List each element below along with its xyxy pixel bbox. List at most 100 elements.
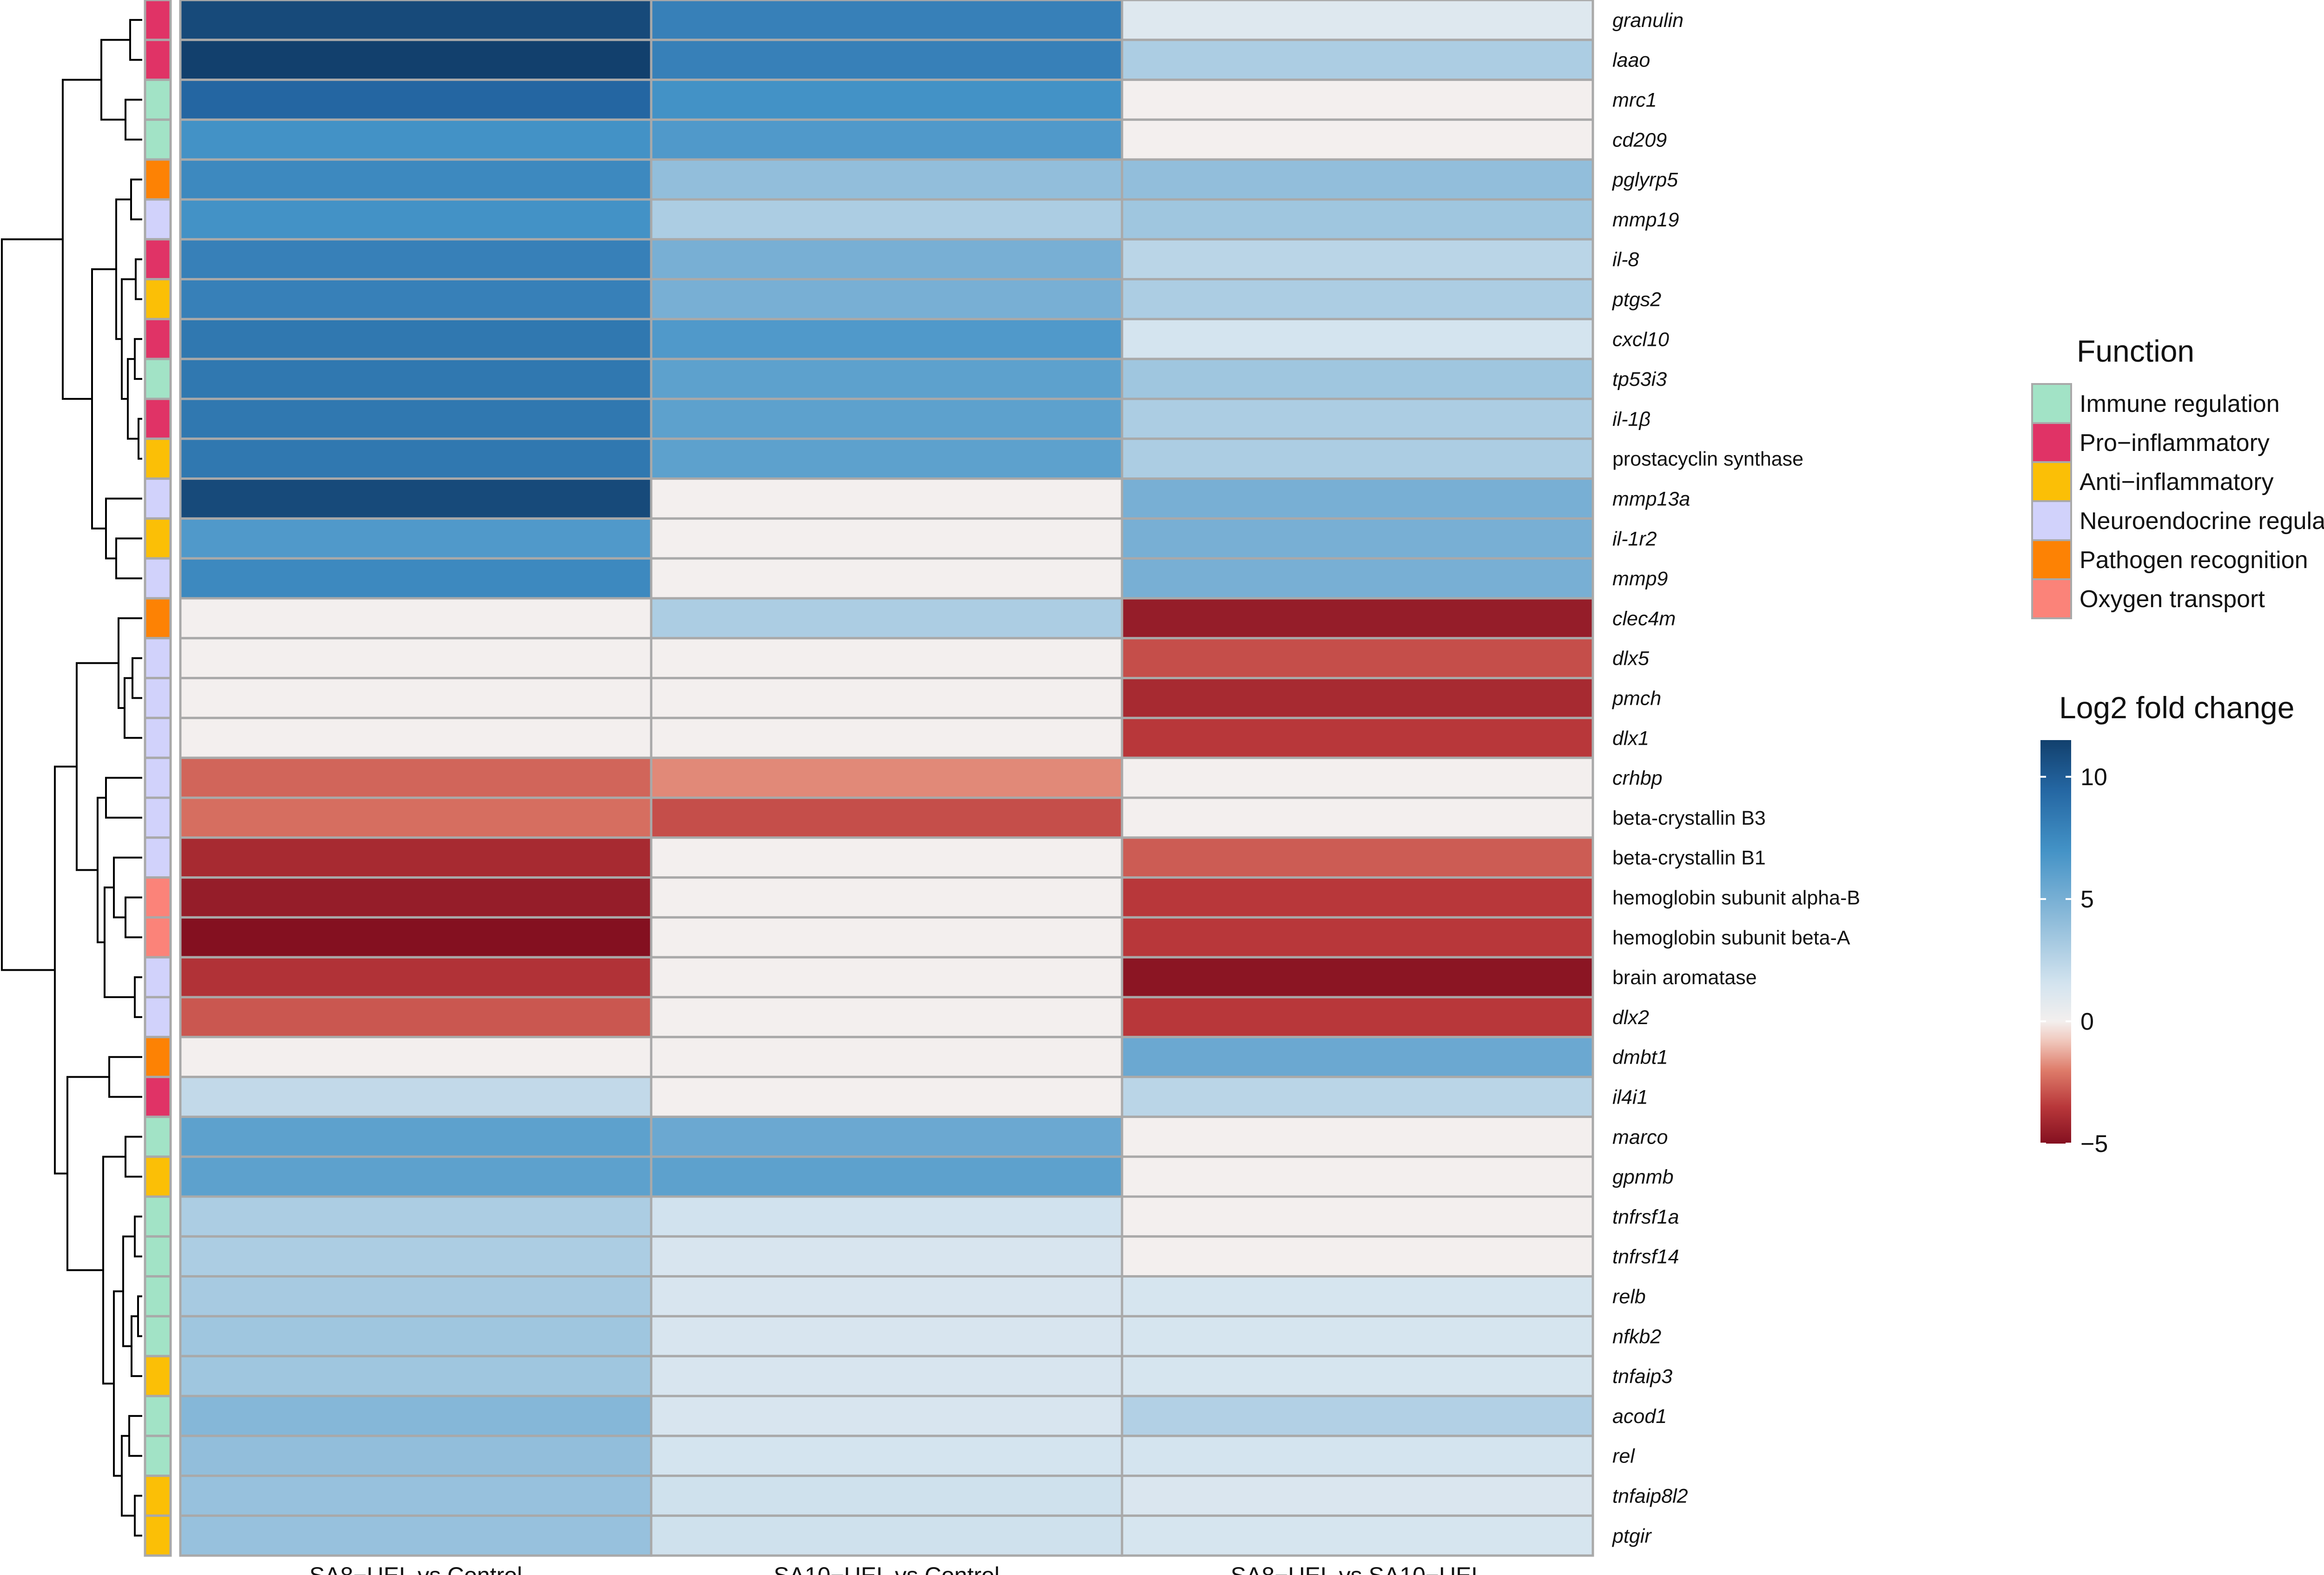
gene-label-ptgs2: ptgs2 — [1611, 289, 1661, 311]
gene-label-hemoglobin-subunit-beta-a: hemoglobin subunit beta-A — [1612, 926, 1850, 949]
dendrogram-branch — [131, 1315, 142, 1377]
function-swatch-granulin — [144, 0, 172, 41]
gene-label-dlx5: dlx5 — [1612, 648, 1650, 670]
function-swatch-ptgs2 — [144, 278, 172, 320]
dendrogram-branch — [138, 417, 142, 460]
cell-il-1r2-col2 — [650, 517, 1123, 560]
gene-label-dlx2: dlx2 — [1612, 1006, 1649, 1029]
cell-cd209-col1 — [179, 118, 653, 161]
function-swatch-gpnmb — [144, 1155, 172, 1198]
cell-pglyrp5-col2 — [650, 158, 1123, 201]
function-swatch-dmbt1 — [144, 1036, 172, 1079]
function-annotation-column — [144, 0, 172, 1557]
function-swatch-cd209 — [144, 118, 172, 161]
cell-pglyrp5-col3 — [1121, 158, 1594, 201]
cell-clec4m-col2 — [650, 597, 1123, 640]
cell-marco-col3 — [1121, 1115, 1594, 1158]
cell-il-8-col2 — [650, 238, 1123, 281]
dendrogram-branch — [129, 19, 142, 61]
cell-marco-col2 — [650, 1115, 1123, 1158]
gene-label-gpnmb: gpnmb — [1612, 1166, 1673, 1188]
function-swatch-mmp13a — [144, 477, 172, 520]
cell-cxcl10-col1 — [179, 318, 653, 360]
gene-label-acod1: acod1 — [1612, 1405, 1667, 1428]
function-swatch-ptgir — [144, 1514, 172, 1557]
cell-hemoglobin-subunit-alpha-b-col2 — [650, 876, 1123, 919]
gene-label-il-8: il-8 — [1612, 249, 1639, 271]
cell-ptgir-col1 — [179, 1514, 653, 1557]
cell-il-1r2-col3 — [1121, 517, 1594, 560]
cell-dlx5-col2 — [650, 637, 1123, 680]
cell-dmbt1-col1 — [179, 1036, 653, 1079]
function-swatch-crhbp — [144, 756, 172, 799]
cell-mrc1-col2 — [650, 79, 1123, 121]
cell-dlx2-col3 — [1121, 996, 1594, 1039]
cell-tnfrsf1a-col3 — [1121, 1195, 1594, 1238]
gene-label-nfkb2: nfkb2 — [1612, 1325, 1661, 1348]
dendrogram-branch — [134, 1495, 142, 1537]
cell-il-8-col3 — [1121, 238, 1594, 281]
function-swatch-dlx5 — [144, 637, 172, 680]
cell-granulin-col3 — [1121, 0, 1594, 41]
cell-hemoglobin-subunit-beta-a-col3 — [1121, 916, 1594, 959]
cell-il4i1-col3 — [1121, 1076, 1594, 1118]
cell-pmch-col2 — [650, 677, 1123, 719]
function-swatch-tnfrsf14 — [144, 1235, 172, 1278]
cell-dlx2-col1 — [179, 996, 653, 1039]
function-swatch-dlx2 — [144, 996, 172, 1039]
cell-ptgs2-col3 — [1121, 278, 1594, 320]
function-swatch-il-1 — [144, 397, 172, 440]
cell-nfkb2-col2 — [650, 1315, 1123, 1357]
cell-prostacyclin-synthase-col1 — [179, 437, 653, 480]
gene-label-tnfrsf1a: tnfrsf1a — [1612, 1206, 1679, 1228]
function-swatch-brain-aromatase — [144, 956, 172, 999]
cell-hemoglobin-subunit-beta-a-col1 — [179, 916, 653, 959]
dendrogram-branch — [108, 1056, 142, 1098]
function-swatch-prostacyclin-synthase — [144, 437, 172, 480]
cell-ptgs2-col2 — [650, 278, 1123, 320]
dendrogram-branch — [113, 856, 142, 919]
gene-label-il-1: il-1β — [1612, 408, 1651, 430]
function-legend: Function Immune regulation Pro−inflammator… — [2031, 334, 2324, 619]
dendrogram-branch — [118, 617, 142, 709]
cell-laao-col3 — [1121, 39, 1594, 81]
cell-crhbp-col3 — [1121, 756, 1594, 799]
cell-beta-crystallin-b3-col1 — [179, 796, 653, 839]
color-scale-tick-label-0: 0 — [2080, 1008, 2094, 1035]
cell-mmp13a-col1 — [179, 477, 653, 520]
cell-gpnmb-col2 — [650, 1155, 1123, 1198]
function-legend-swatch-pro-inflammatory — [2031, 422, 2072, 463]
gene-label-relb: relb — [1612, 1286, 1646, 1308]
function-swatch-relb — [144, 1275, 172, 1317]
dendrogram-branch — [122, 1235, 135, 1347]
gene-label-dlx1: dlx1 — [1612, 727, 1649, 749]
cell-tnfaip3-col3 — [1121, 1355, 1594, 1397]
cell-rel-col1 — [179, 1435, 653, 1477]
cell-crhbp-col1 — [179, 756, 653, 799]
gene-label-beta-crystallin-b1: beta-crystallin B1 — [1612, 847, 1766, 869]
dendrogram-branch — [115, 199, 131, 340]
gene-label-granulin: granulin — [1612, 9, 1684, 32]
cell-cxcl10-col3 — [1121, 318, 1594, 360]
gene-label-rel: rel — [1612, 1445, 1635, 1468]
heatmap-cells — [179, 0, 1594, 1557]
function-swatch-hemoglobin-subunit-beta-a — [144, 916, 172, 959]
cell-rel-col3 — [1121, 1435, 1594, 1477]
cell-mmp19-col1 — [179, 198, 653, 241]
cell-pmch-col1 — [179, 677, 653, 719]
dendrogram-branch — [125, 896, 142, 939]
gene-label-marco: marco — [1612, 1126, 1668, 1148]
cell-dmbt1-col3 — [1121, 1036, 1594, 1079]
cell-tnfrsf1a-col1 — [179, 1195, 653, 1238]
cell-cd209-col2 — [650, 118, 1123, 161]
color-scale-bar — [2040, 740, 2071, 1144]
cell-hemoglobin-subunit-alpha-b-col1 — [179, 876, 653, 919]
function-swatch-beta-crystallin-b3 — [144, 796, 172, 839]
cell-hemoglobin-subunit-alpha-b-col3 — [1121, 876, 1594, 919]
cell-tp53i3-col2 — [650, 357, 1123, 400]
cell-tnfrsf1a-col2 — [650, 1195, 1123, 1238]
function-swatch-mmp9 — [144, 557, 172, 600]
function-legend-label-immune-regulation: Immune regulation — [2080, 390, 2280, 417]
cell-il4i1-col2 — [650, 1076, 1123, 1118]
